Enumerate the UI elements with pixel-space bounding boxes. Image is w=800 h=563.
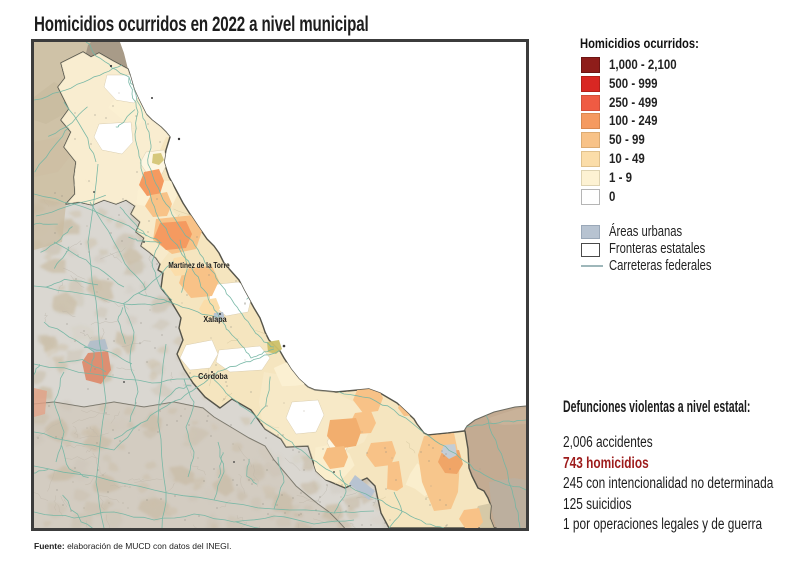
svg-text:Córdoba: Córdoba — [198, 372, 228, 382]
svg-text:Martínez de la Torre: Martínez de la Torre — [168, 260, 229, 270]
svg-text:Xalapa: Xalapa — [203, 315, 227, 325]
